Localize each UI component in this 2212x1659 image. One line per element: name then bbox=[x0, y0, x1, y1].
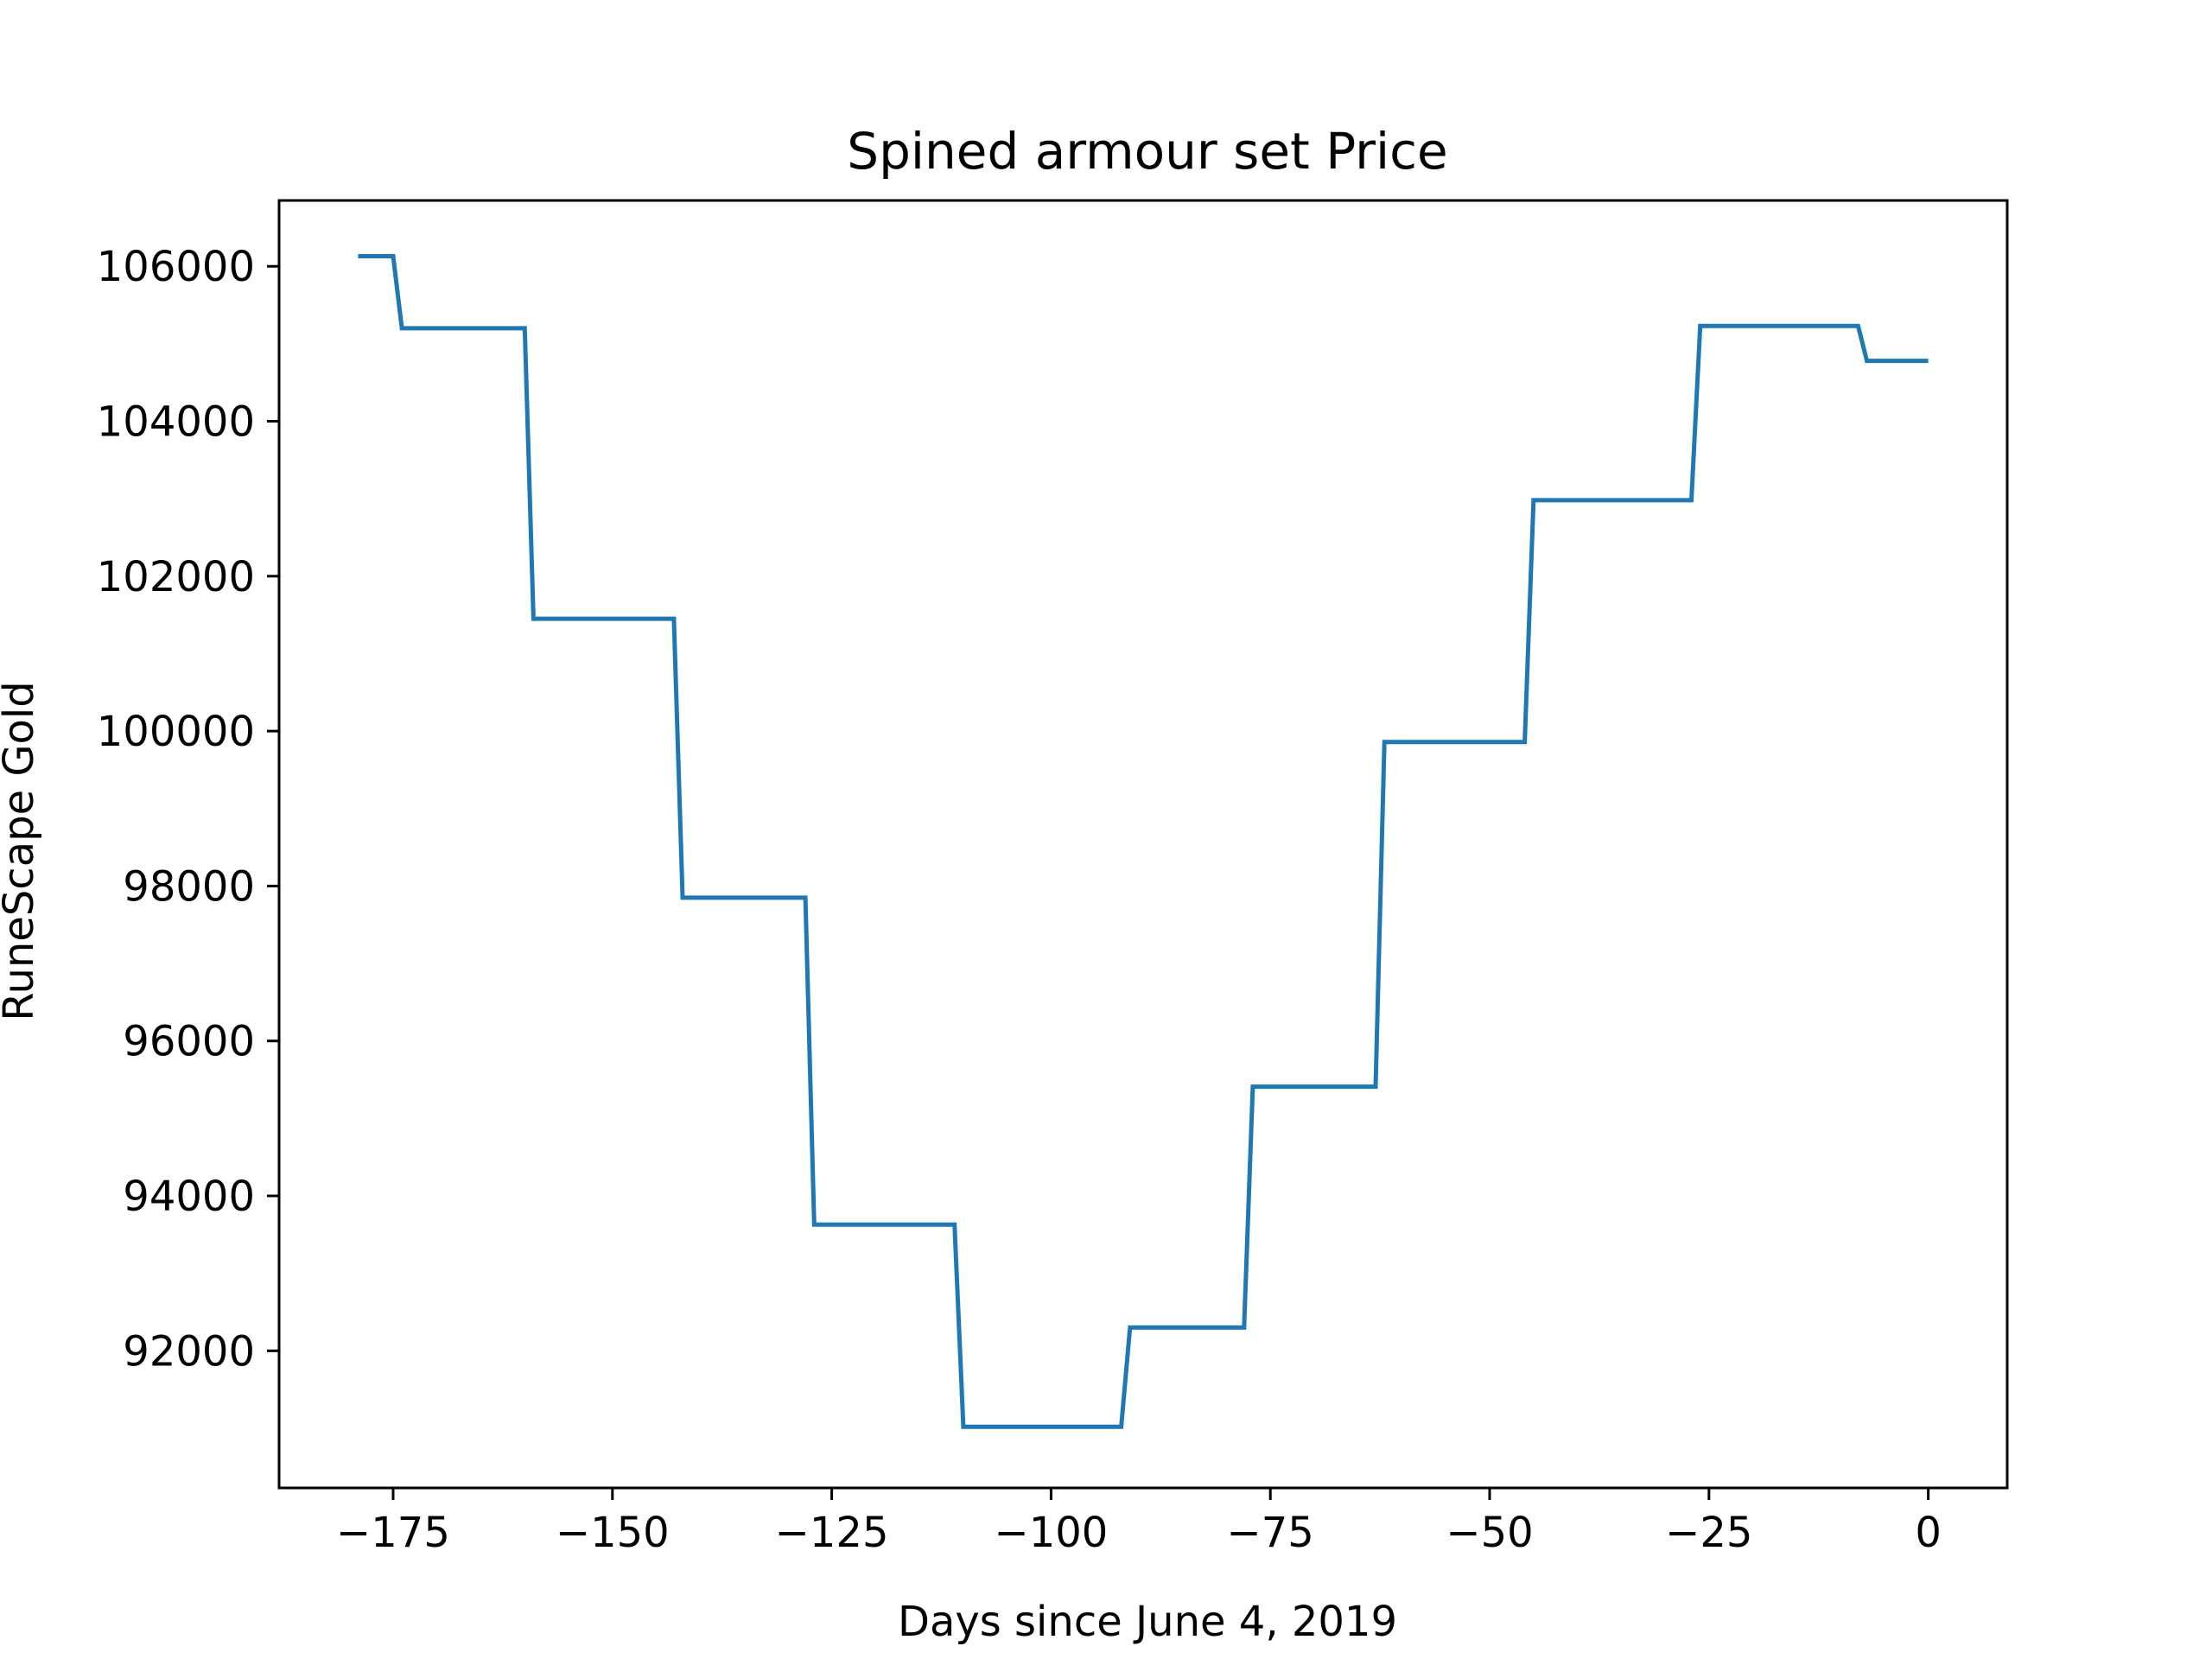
y-axis: 92000 94000 96000 98000 100000 102000 104000 10… bbox=[97, 243, 279, 1376]
x-tick-label: −25 bbox=[1665, 1509, 1752, 1557]
y-tick-label: 96000 bbox=[123, 1018, 255, 1066]
plot-area bbox=[358, 254, 1929, 1429]
x-tick-label: −50 bbox=[1446, 1509, 1533, 1557]
y-tick-label: 102000 bbox=[97, 553, 255, 601]
plot-frame bbox=[277, 199, 2009, 1490]
x-axis: −175 −150 −125 −100 −75 −50 −25 0 bbox=[336, 1488, 1942, 1557]
x-tick-label: 0 bbox=[1915, 1509, 1942, 1557]
x-tick-label: −100 bbox=[994, 1509, 1108, 1557]
chart-title: Spined armour set Price bbox=[847, 122, 1447, 181]
y-tick-label: 106000 bbox=[97, 243, 255, 291]
y-axis-label: RuneScape Gold bbox=[0, 681, 43, 1020]
x-axis-label: Days since June 4, 2019 bbox=[898, 1598, 1397, 1646]
x-tick-label: −175 bbox=[336, 1509, 450, 1557]
y-tick-label: 104000 bbox=[97, 398, 255, 447]
series-line-0 bbox=[358, 254, 1929, 1429]
x-tick-label: −150 bbox=[556, 1509, 670, 1557]
x-tick-label: −125 bbox=[775, 1509, 889, 1557]
y-tick-label: 92000 bbox=[123, 1327, 255, 1376]
y-tick-label: 100000 bbox=[97, 708, 255, 756]
x-tick-label: −75 bbox=[1227, 1509, 1314, 1557]
y-tick-label: 98000 bbox=[123, 862, 255, 911]
y-tick-label: 94000 bbox=[123, 1173, 255, 1221]
